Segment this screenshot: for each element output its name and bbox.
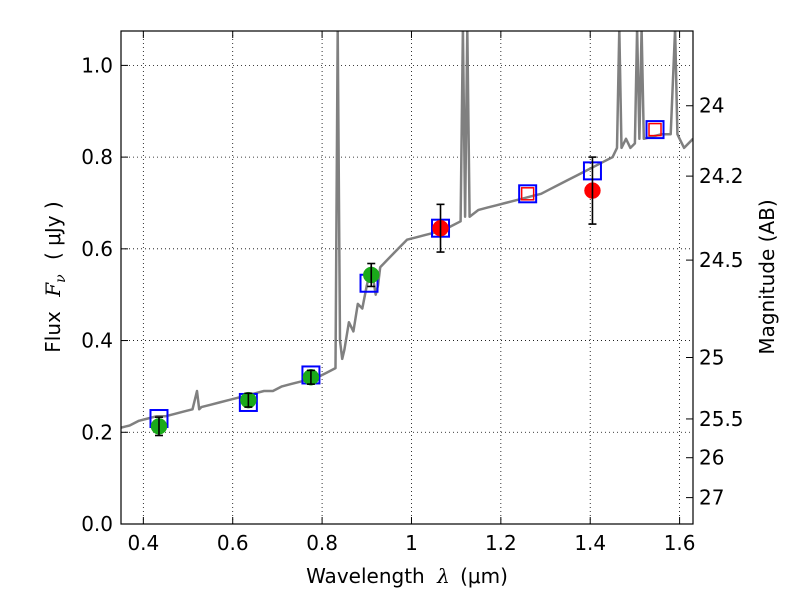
data-layer [121, 31, 693, 437]
model-square-marker [518, 184, 538, 204]
y-tick-label: 0.0 [81, 512, 113, 536]
x-tick-label: 1.2 [485, 531, 517, 555]
x-axis-label: Wavelength λ (μm) [306, 564, 508, 588]
y-tick-label: 0.2 [81, 420, 113, 444]
y2-tick-label: 24.5 [699, 248, 744, 272]
grid-layer [121, 31, 693, 525]
y-tick-label: 0.4 [81, 329, 113, 353]
y-tick-label: 0.8 [81, 145, 113, 169]
x-tick-label: 1.6 [664, 531, 696, 555]
x-tick-label: 0.8 [306, 531, 338, 555]
y2-axis-label: Magnitude (AB) [755, 199, 779, 354]
x-tick-label: 0.6 [217, 531, 249, 555]
spectrum-line [121, 31, 693, 429]
model-square-marker [645, 120, 665, 140]
y2-tick-label: 24 [699, 94, 724, 118]
y2-tick-label: 25.5 [699, 407, 744, 431]
y2-tick-label: 26 [699, 446, 724, 470]
upper-limit-marker [648, 122, 662, 137]
y-tick-label: 1.0 [81, 53, 113, 77]
upper-limit-marker [520, 187, 535, 201]
y-axis-label: Flux Fν ( μJy ) [41, 201, 70, 352]
y-tick-label: 0.6 [81, 237, 113, 261]
y2-tick-label: 27 [699, 486, 724, 510]
tick-layer: 0.4 0.6 0.8 1 1.2 1.4 1.6 0.0 0.2 0.4 0.6 0.8 1.0 24 2… [81, 31, 744, 555]
y2-tick-label: 25 [699, 345, 724, 369]
x-tick-label: 1.4 [574, 531, 606, 555]
x-tick-label: 0.4 [127, 531, 159, 555]
y2-tick-label: 24.2 [699, 164, 744, 188]
plot-frame [120, 30, 694, 525]
x-tick-label: 1 [405, 531, 418, 555]
